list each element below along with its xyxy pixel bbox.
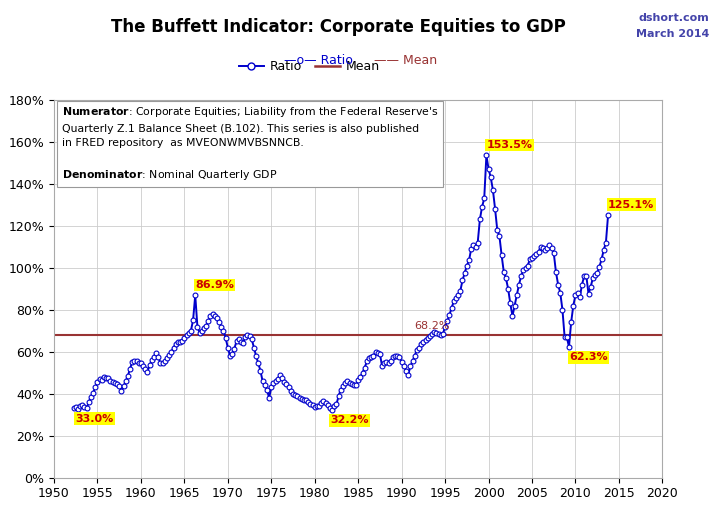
- Text: 68.2%: 68.2%: [415, 321, 450, 331]
- Text: dshort.com: dshort.com: [639, 13, 709, 23]
- Text: March 2014: March 2014: [636, 29, 709, 39]
- Legend: Ratio, Mean: Ratio, Mean: [234, 55, 385, 78]
- Text: 33.0%: 33.0%: [76, 414, 114, 424]
- Text: —— Mean: —— Mean: [374, 54, 438, 67]
- Text: 125.1%: 125.1%: [608, 200, 654, 210]
- Text: 86.9%: 86.9%: [195, 280, 234, 290]
- Text: The Buffett Indicator: Corporate Equities to GDP: The Buffett Indicator: Corporate Equitie…: [111, 18, 566, 36]
- Text: 32.2%: 32.2%: [330, 415, 369, 425]
- Text: 153.5%: 153.5%: [487, 140, 532, 150]
- Text: 62.3%: 62.3%: [569, 352, 608, 362]
- Text: —o— Ratio: —o— Ratio: [284, 54, 354, 67]
- Text: $\mathbf{Numerator}$: Corporate Equities; Liability from the Federal Reserve's
Q: $\mathbf{Numerator}$: Corporate Equities…: [62, 106, 438, 182]
